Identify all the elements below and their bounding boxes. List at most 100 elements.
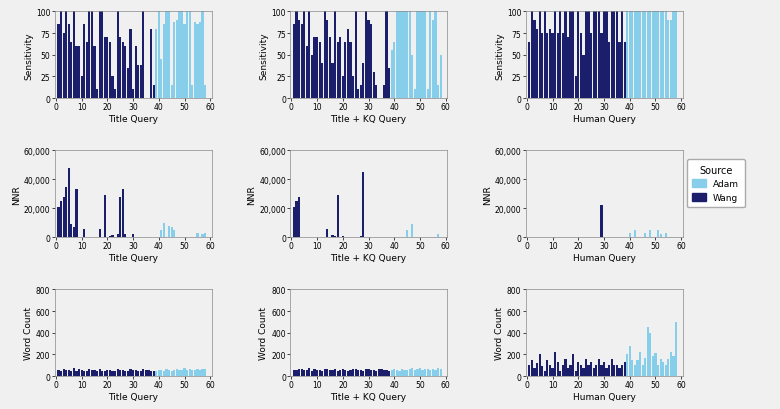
- Bar: [593, 12, 595, 99]
- Bar: [337, 196, 339, 238]
- Bar: [375, 86, 378, 99]
- Y-axis label: Word Count: Word Count: [260, 306, 268, 360]
- Bar: [611, 12, 613, 99]
- Bar: [417, 12, 419, 99]
- Bar: [324, 12, 326, 99]
- Bar: [419, 368, 421, 376]
- Bar: [375, 371, 378, 376]
- Bar: [629, 12, 631, 99]
- Bar: [652, 12, 654, 99]
- Bar: [109, 236, 111, 238]
- Bar: [360, 236, 362, 238]
- Bar: [189, 12, 191, 99]
- Bar: [626, 355, 628, 376]
- Bar: [411, 225, 413, 238]
- Bar: [672, 356, 675, 376]
- Bar: [181, 370, 183, 376]
- Bar: [608, 366, 610, 376]
- Bar: [667, 359, 669, 376]
- Bar: [393, 369, 395, 376]
- Bar: [546, 34, 548, 99]
- Bar: [639, 353, 641, 376]
- Bar: [367, 369, 370, 376]
- Bar: [434, 12, 437, 99]
- Bar: [73, 12, 75, 99]
- Bar: [298, 21, 300, 99]
- Bar: [675, 322, 677, 376]
- Bar: [634, 230, 636, 238]
- Bar: [413, 370, 416, 376]
- Bar: [373, 73, 375, 99]
- Bar: [70, 43, 73, 99]
- Bar: [672, 12, 675, 99]
- Bar: [158, 12, 160, 99]
- Bar: [409, 12, 411, 99]
- Bar: [171, 371, 173, 376]
- Bar: [432, 21, 434, 99]
- Bar: [334, 236, 336, 238]
- Bar: [347, 29, 349, 99]
- Bar: [311, 56, 313, 99]
- Bar: [611, 359, 613, 376]
- Bar: [585, 12, 587, 99]
- Bar: [585, 359, 587, 376]
- Bar: [660, 12, 661, 99]
- Bar: [176, 369, 178, 376]
- Bar: [58, 370, 59, 376]
- Bar: [424, 12, 426, 99]
- Bar: [393, 43, 395, 99]
- Bar: [337, 371, 339, 376]
- Bar: [536, 29, 538, 99]
- Bar: [78, 369, 80, 376]
- Bar: [564, 12, 566, 99]
- Bar: [583, 368, 584, 376]
- Bar: [165, 369, 168, 376]
- Bar: [551, 368, 554, 376]
- Bar: [65, 12, 67, 99]
- Bar: [116, 235, 119, 238]
- Bar: [300, 369, 303, 376]
- Bar: [189, 369, 191, 376]
- Bar: [626, 12, 628, 99]
- Bar: [406, 12, 408, 99]
- Bar: [116, 369, 119, 376]
- Bar: [621, 12, 623, 99]
- Bar: [660, 359, 661, 376]
- Bar: [127, 371, 129, 376]
- Bar: [76, 47, 77, 99]
- Bar: [536, 363, 538, 376]
- Bar: [153, 86, 154, 99]
- Bar: [116, 12, 119, 99]
- Bar: [58, 207, 59, 238]
- Bar: [636, 12, 639, 99]
- Bar: [401, 12, 403, 99]
- Bar: [132, 90, 134, 99]
- Bar: [577, 12, 580, 99]
- Bar: [337, 43, 339, 99]
- Bar: [605, 12, 608, 99]
- X-axis label: Human Query: Human Query: [573, 254, 636, 263]
- Bar: [303, 12, 305, 99]
- Bar: [78, 47, 80, 99]
- Bar: [193, 370, 196, 376]
- Bar: [357, 370, 360, 376]
- Bar: [300, 25, 303, 99]
- Bar: [342, 369, 344, 376]
- Bar: [564, 359, 566, 376]
- Bar: [559, 371, 562, 376]
- Bar: [557, 34, 558, 99]
- Bar: [557, 362, 558, 376]
- Bar: [569, 366, 572, 376]
- Bar: [385, 370, 388, 376]
- Bar: [68, 370, 70, 376]
- Bar: [201, 369, 204, 376]
- Bar: [90, 12, 93, 99]
- Bar: [411, 56, 413, 99]
- Bar: [544, 12, 546, 99]
- Y-axis label: Sensitivity: Sensitivity: [24, 32, 34, 79]
- Bar: [179, 12, 180, 99]
- Bar: [70, 371, 73, 376]
- Bar: [168, 12, 170, 99]
- Bar: [186, 370, 188, 376]
- Bar: [639, 12, 641, 99]
